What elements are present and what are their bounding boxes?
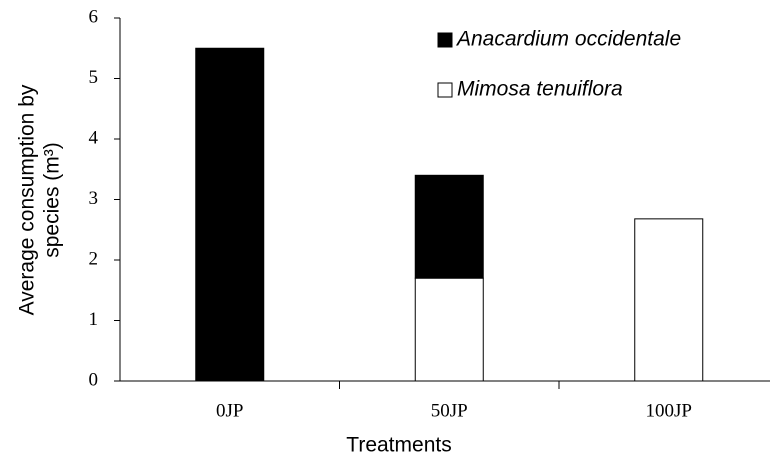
y-axis-label: Average consumption by species (m³) <box>16 84 64 315</box>
y-tick-label: 0 <box>89 369 99 390</box>
bar-segment <box>414 174 484 279</box>
y-axis-label-line: Average consumption by <box>16 84 39 315</box>
x-axis-label: Treatments <box>346 434 451 457</box>
x-tick-label: 50JP <box>431 400 468 421</box>
legend-swatch <box>437 32 453 48</box>
y-tick-label: 2 <box>89 248 99 269</box>
x-tick-label: 0JP <box>216 400 243 421</box>
y-tick-label: 1 <box>89 309 99 330</box>
legend-swatch <box>437 82 453 98</box>
bar-segment <box>634 218 704 382</box>
bar-segment <box>414 277 484 382</box>
y-tick-label: 6 <box>89 6 99 27</box>
y-axis-label-line: species (m³) <box>41 142 64 258</box>
legend-label: Mimosa tenuiflora <box>457 78 623 101</box>
bar-segment <box>195 47 265 382</box>
y-tick-label: 4 <box>89 127 99 148</box>
x-tick-label: 100JP <box>646 400 692 421</box>
legend-label: Anacardium occidentale <box>455 28 681 51</box>
y-tick-label: 3 <box>89 188 99 209</box>
y-tick-label: 5 <box>89 67 99 88</box>
